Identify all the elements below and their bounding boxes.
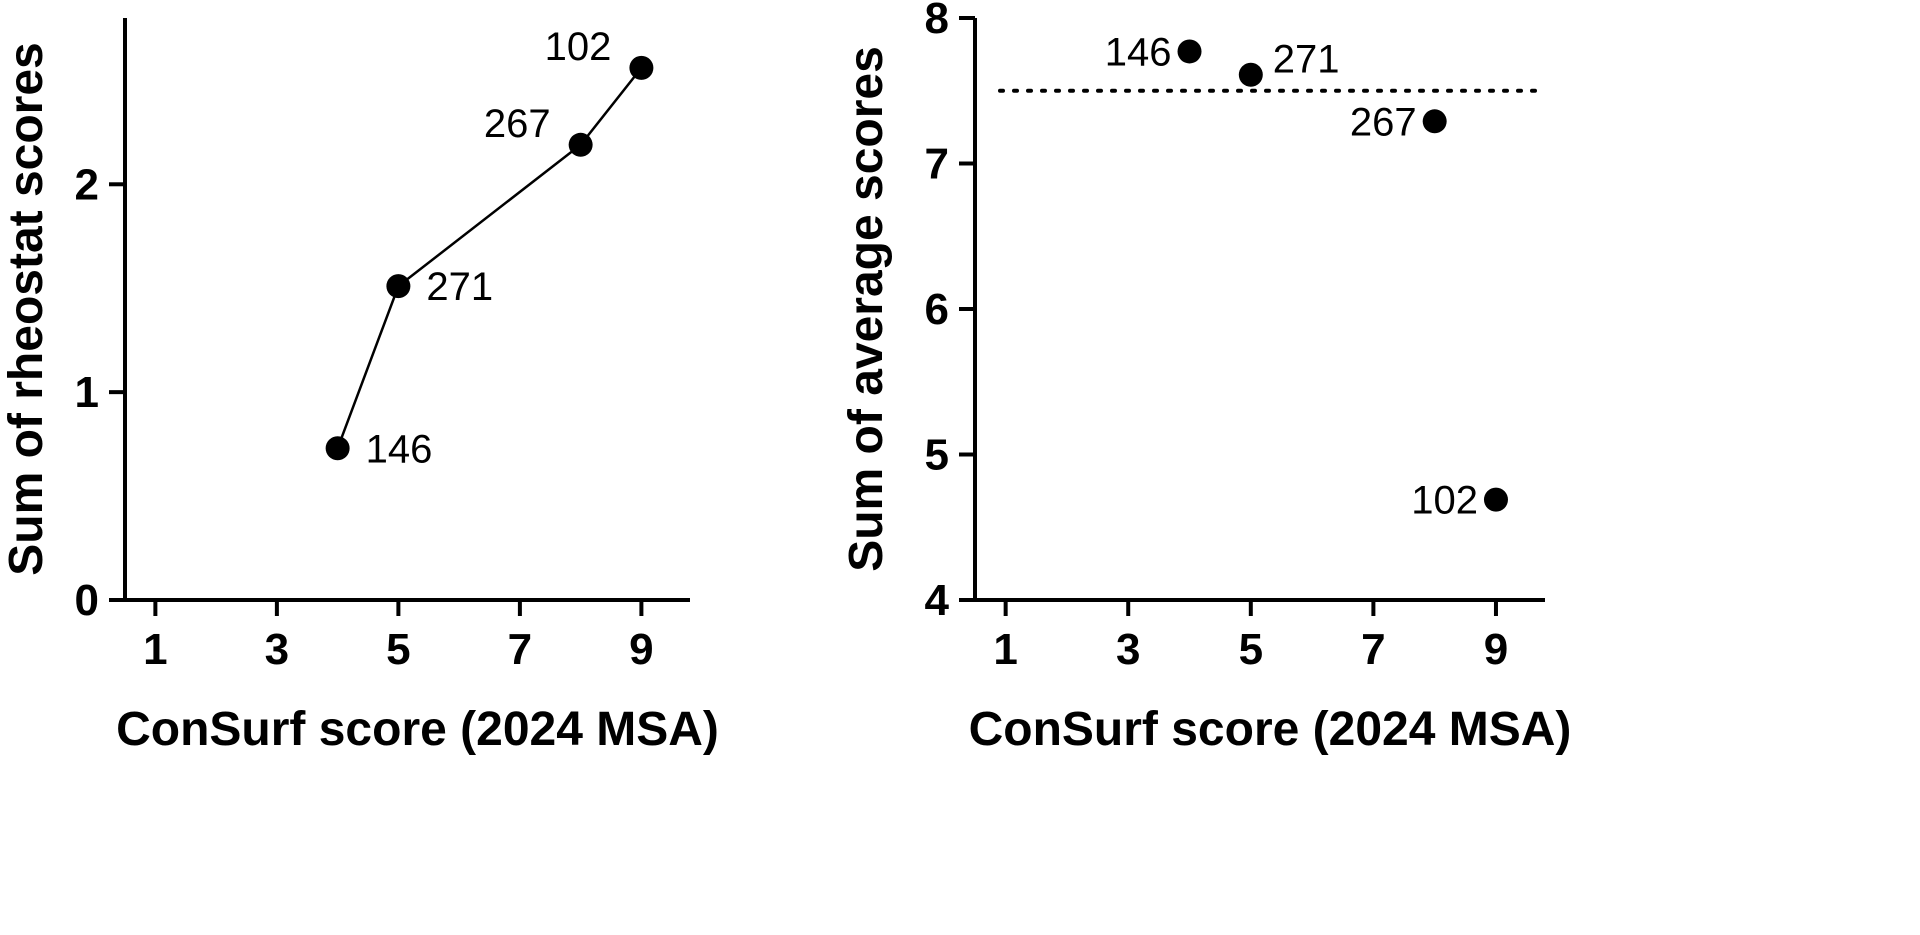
y-tick-label: 5 bbox=[925, 431, 949, 480]
data-point-271 bbox=[386, 274, 411, 299]
data-point-271 bbox=[1238, 62, 1263, 87]
y-tick-label: 8 bbox=[925, 0, 949, 43]
data-point-267 bbox=[568, 132, 593, 157]
y-axis-title: Sum of rheostat scores bbox=[0, 42, 53, 575]
point-label-271: 271 bbox=[1273, 38, 1340, 82]
point-label-267: 267 bbox=[1350, 100, 1417, 144]
y-axis-title: Sum of average scores bbox=[840, 46, 893, 572]
y-tick-label: 7 bbox=[925, 140, 949, 189]
y-tick-label: 1 bbox=[75, 368, 99, 417]
x-axis-title: ConSurf score (2024 MSA) bbox=[116, 703, 719, 756]
x-tick-label: 7 bbox=[508, 625, 532, 674]
data-point-102 bbox=[1483, 487, 1508, 512]
y-tick-label: 4 bbox=[925, 576, 950, 625]
y-tick-label: 0 bbox=[75, 576, 99, 625]
x-tick-label: 3 bbox=[1116, 625, 1140, 674]
panel-2: 1 3 5 7 9 4 5 6 7 8 ConSurf score (2024 MSA) Sum of… bbox=[840, 0, 1571, 756]
x-tick-label: 9 bbox=[1484, 625, 1508, 674]
x-tick-label: 1 bbox=[993, 625, 1017, 674]
x-axis-title: ConSurf score (2024 MSA) bbox=[969, 703, 1572, 756]
x-tick-label: 9 bbox=[629, 625, 653, 674]
x-tick-label: 1 bbox=[143, 625, 167, 674]
point-label-146: 146 bbox=[366, 427, 433, 471]
point-label-102: 102 bbox=[1411, 479, 1478, 523]
point-label-271: 271 bbox=[426, 265, 493, 309]
x-tick-label: 5 bbox=[386, 625, 410, 674]
point-label-146: 146 bbox=[1105, 30, 1172, 74]
data-point-146 bbox=[325, 436, 350, 461]
y-tick-label: 2 bbox=[75, 160, 99, 209]
point-label-102: 102 bbox=[545, 25, 612, 69]
y-tick-label: 6 bbox=[925, 285, 949, 334]
data-point-102 bbox=[629, 55, 654, 80]
x-tick-label: 5 bbox=[1239, 625, 1263, 674]
x-tick-label: 7 bbox=[1361, 625, 1385, 674]
x-tick-label: 3 bbox=[265, 625, 289, 674]
series-line bbox=[336, 67, 643, 449]
data-point-146 bbox=[1177, 39, 1202, 64]
data-point-267 bbox=[1422, 109, 1447, 134]
point-label-267: 267 bbox=[484, 102, 551, 146]
